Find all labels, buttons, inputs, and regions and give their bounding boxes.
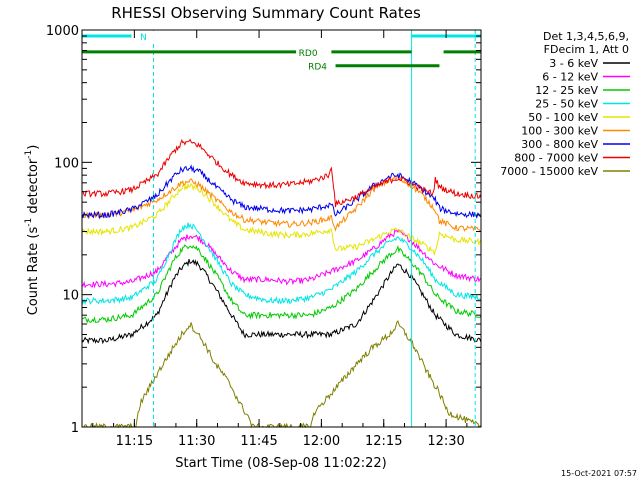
footer-timestamp: 15-Oct-2021 07:57 <box>561 469 637 478</box>
annotation-label-rd0: RD0 <box>299 49 318 59</box>
legend-label-300-800-kev: 300 - 800 keV <box>521 138 598 151</box>
annotation-label-bg-n <box>131 30 156 42</box>
x-axis-label: Start Time (08-Sep-08 11:02:22) <box>175 456 386 471</box>
series-300-800-kev <box>81 164 482 220</box>
legend-label-12-25-kev: 12 - 25 keV <box>535 84 598 97</box>
chart-title: RHESSI Observing Summary Count Rates <box>111 4 421 22</box>
y-tick-label-10: 10 <box>62 289 79 304</box>
annotation-label-bg-rd0 <box>296 46 321 58</box>
x-tick-label-11-45: 11:45 <box>240 434 277 449</box>
legend-label-25-50-kev: 25 - 50 keV <box>535 98 598 111</box>
series-3-6-kev <box>81 258 482 345</box>
y-tick-label-1000: 1000 <box>46 24 79 39</box>
legend-label-50-100-kev: 50 - 100 keV <box>528 111 598 124</box>
x-tick-label-12-00: 12:00 <box>303 434 340 449</box>
legend-label-800-7000-kev: 800 - 7000 keV <box>514 152 598 165</box>
annotation-label-n: N <box>140 33 147 43</box>
series-12-25-kev <box>81 244 482 324</box>
series-800-7000-kev <box>81 138 482 208</box>
legend: Det 1,3,4,5,6,9, FDecim 1, Att 0 3 - 6 k… <box>500 30 630 178</box>
series-layer <box>81 138 482 429</box>
x-tick-label-12-15: 12:15 <box>365 434 402 449</box>
legend-header-line-1: Det 1,3,4,5,6,9, <box>543 30 629 43</box>
marker-layer: N RD0 RD4 <box>82 30 481 427</box>
series-25-50-kev <box>81 222 482 306</box>
series-50-100-kev <box>81 182 482 257</box>
annotation-label-bg-rd4 <box>305 60 330 72</box>
x-tick-label-11-30: 11:30 <box>178 434 215 449</box>
annotation-label-rd4: RD4 <box>308 63 327 73</box>
legend-label-3-6-kev: 3 - 6 keV <box>549 57 598 70</box>
legend-header-line-2: FDecim 1, Att 0 <box>544 43 629 56</box>
y-tick-label-1: 1 <box>71 421 79 436</box>
y-axis-label: Count Rate (s-1 detector-1) <box>24 145 41 316</box>
plot-frame <box>81 29 482 428</box>
series-7000-15000-kev <box>82 320 482 429</box>
x-tick-label-12-30: 12:30 <box>427 434 464 449</box>
series-100-300-kev <box>81 174 482 232</box>
legend-label-100-300-kev: 100 - 300 keV <box>521 125 598 138</box>
legend-label-6-12-kev: 6 - 12 keV <box>542 71 598 84</box>
x-tick-label-11-15: 11:15 <box>116 434 153 449</box>
tick-layer: 11:15 11:30 11:45 12:00 12:15 12:30 1 10 100 1000 <box>46 24 481 449</box>
y-tick-label-100: 100 <box>54 156 79 171</box>
legend-label-7000-15000-kev: 7000 - 15000 keV <box>500 165 598 178</box>
series-6-12-kev <box>81 228 482 289</box>
